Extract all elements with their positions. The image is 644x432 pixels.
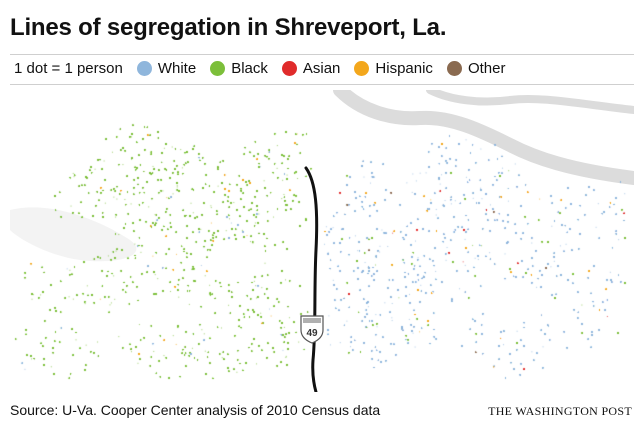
publisher-credit: THE WASHINGTON POST xyxy=(488,404,632,418)
map-canvas: 49 xyxy=(10,90,634,392)
interstate-shield-number: 49 xyxy=(306,328,318,339)
dot-density-texture xyxy=(10,90,634,392)
legend-entry-hispanic: Hispanic xyxy=(354,60,433,77)
interstate-shield-icon: 49 xyxy=(300,315,324,344)
legend-label-other: Other xyxy=(467,59,506,77)
footer: Source: U-Va. Cooper Center analysis of … xyxy=(10,398,634,422)
map-legend: 1 dot = 1 person White Black Asian Hispa… xyxy=(14,58,519,78)
legend-dot-hispanic xyxy=(354,60,370,76)
legend-label-asian: Asian xyxy=(302,59,341,77)
legend-label-hispanic: Hispanic xyxy=(375,59,433,77)
legend-dot-other xyxy=(446,60,462,76)
dot-density-map: 49 xyxy=(10,90,634,392)
legend-entry-asian: Asian xyxy=(281,59,341,77)
legend-entry-white: White xyxy=(136,59,197,77)
legend-scale-label: 1 dot = 1 person xyxy=(14,59,123,77)
source-note: Source: U-Va. Cooper Center analysis of … xyxy=(10,402,381,418)
page-title: Lines of segregation in Shreveport, La. xyxy=(10,14,447,41)
interstate-49-line xyxy=(304,166,319,392)
legend-dot-asian xyxy=(281,60,297,76)
legend-dot-white xyxy=(136,60,152,76)
legend-entry-other: Other xyxy=(446,59,506,77)
population-dots xyxy=(10,90,634,392)
legend-label-black: Black xyxy=(231,59,268,77)
legend-divider xyxy=(10,84,634,85)
top-divider xyxy=(10,54,634,55)
legend-dot-black xyxy=(210,60,226,76)
legend-label-white: White xyxy=(157,59,197,77)
legend-entry-black: Black xyxy=(210,60,268,77)
